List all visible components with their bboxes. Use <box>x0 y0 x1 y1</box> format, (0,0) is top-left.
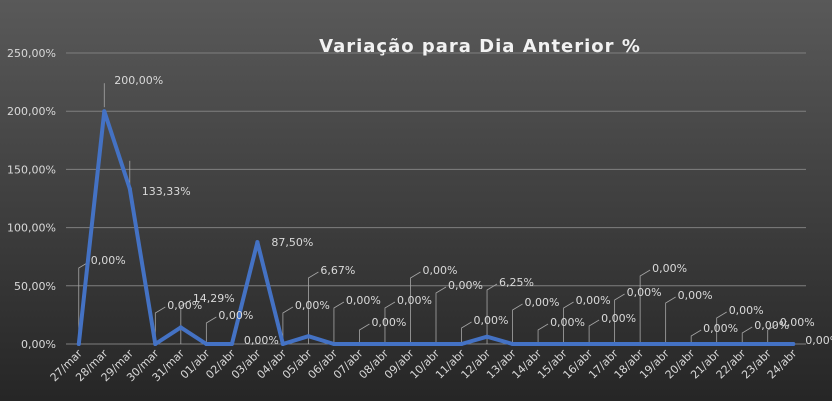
label-leader <box>384 301 396 344</box>
data-point <box>102 109 107 114</box>
label-leader <box>180 299 192 344</box>
label-leader <box>512 303 523 344</box>
data-point <box>638 342 643 346</box>
y-tick-label: 100,00% <box>7 222 56 235</box>
data-label: 0,00% <box>244 334 279 347</box>
label-leader <box>435 286 447 344</box>
label-leader <box>461 321 472 344</box>
data-point <box>127 186 132 191</box>
data-label: 0,00% <box>422 264 457 277</box>
data-label-leaders <box>78 83 778 344</box>
data-label: 0,00% <box>218 309 253 322</box>
data-label: 0,00% <box>627 286 662 299</box>
data-label: 6,25% <box>499 276 534 289</box>
data-point <box>714 342 719 346</box>
label-leader <box>359 323 370 344</box>
data-point <box>178 325 183 330</box>
data-point <box>485 334 490 339</box>
data-point <box>587 342 592 346</box>
data-point <box>561 342 566 346</box>
label-leader <box>563 301 574 344</box>
chart-title: Variação para Dia Anterior % <box>319 36 641 57</box>
label-leader <box>767 323 778 344</box>
y-tick-label: 250,00% <box>7 47 56 60</box>
data-label: 0,00% <box>576 294 611 307</box>
data-point <box>331 342 336 346</box>
data-label: 0,00% <box>397 294 432 307</box>
data-point <box>612 342 617 346</box>
data-label: 0,00% <box>550 316 585 329</box>
data-point <box>306 334 311 339</box>
data-point <box>255 240 260 245</box>
data-label: 0,00% <box>371 316 406 329</box>
data-point <box>280 342 285 346</box>
series-layer <box>76 109 796 346</box>
data-label: 0,00% <box>448 279 483 292</box>
data-label: 6,67% <box>320 264 355 277</box>
data-point <box>229 342 234 346</box>
data-label: 0,00% <box>805 334 832 347</box>
data-label: 14,29% <box>193 292 235 305</box>
data-label: 0,00% <box>91 254 126 267</box>
label-leader <box>333 301 345 344</box>
label-leader <box>588 319 600 344</box>
label-leader <box>741 326 753 344</box>
label-leader <box>205 316 217 344</box>
label-leader <box>716 311 727 344</box>
data-point <box>204 342 209 346</box>
y-axis-ticks: 0,00% 50,00% 100,00% 150,00% 200,00% 250,00% <box>7 47 56 351</box>
data-point <box>740 342 745 346</box>
data-label: 87,50% <box>271 236 313 249</box>
data-label: 200,00% <box>114 74 163 87</box>
data-label: 0,00% <box>525 296 560 309</box>
data-point <box>536 342 541 346</box>
data-point <box>153 342 158 346</box>
data-point <box>76 342 81 346</box>
data-label: 0,00% <box>601 312 636 325</box>
data-label: 0,00% <box>754 319 789 332</box>
data-label: 0,00% <box>729 304 764 317</box>
label-leader <box>537 323 549 344</box>
data-label: 0,00% <box>346 294 381 307</box>
data-label: 0,00% <box>678 289 713 302</box>
label-leader <box>665 296 676 344</box>
data-point <box>791 342 796 346</box>
data-label: 0,00% <box>652 262 687 275</box>
label-leader <box>282 306 294 344</box>
y-tick-label: 150,00% <box>7 163 56 176</box>
data-point <box>408 342 413 346</box>
data-label: 0,00% <box>780 316 815 329</box>
label-leader <box>308 271 319 344</box>
data-point <box>357 342 362 346</box>
data-label: 133,33% <box>142 185 191 198</box>
label-leader <box>410 271 421 344</box>
data-label: 0,00% <box>474 314 509 327</box>
data-label: 0,00% <box>167 299 202 312</box>
label-leader <box>486 283 498 344</box>
data-point <box>765 342 770 346</box>
data-point <box>689 342 694 346</box>
data-labels: 0,00%200,00%133,33%0,00%14,29%0,00%0,00%… <box>91 74 832 347</box>
y-tick-label: 0,00% <box>21 338 56 351</box>
y-tick-label: 200,00% <box>7 105 56 118</box>
label-leader <box>78 261 89 344</box>
data-point <box>459 342 464 346</box>
data-point <box>382 342 387 346</box>
data-label: 0,00% <box>703 322 738 335</box>
data-point <box>434 342 438 346</box>
label-leader <box>639 269 651 344</box>
label-leader <box>614 293 625 344</box>
data-point <box>663 342 668 346</box>
data-label: 0,00% <box>295 299 330 312</box>
label-leader <box>690 329 702 344</box>
data-point <box>510 342 515 346</box>
y-tick-label: 50,00% <box>14 280 56 293</box>
